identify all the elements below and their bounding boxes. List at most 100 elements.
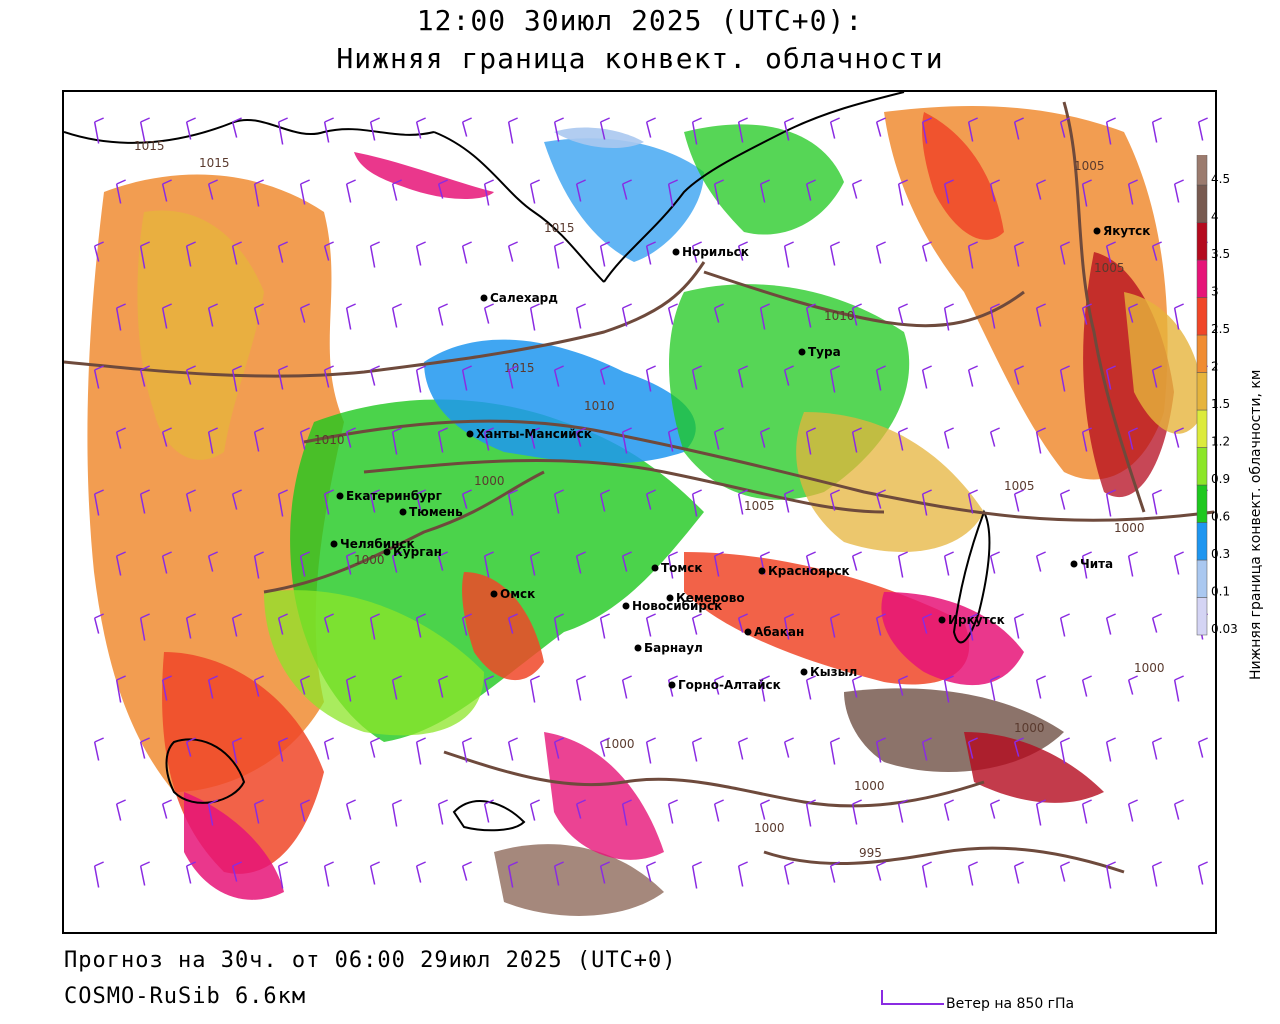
wind-barb xyxy=(345,551,356,575)
wind-barb xyxy=(207,427,218,454)
wind-barb xyxy=(1127,427,1138,450)
wind-barb xyxy=(529,179,540,204)
wind-barb xyxy=(529,799,540,821)
city-marker xyxy=(336,492,344,500)
wind-barb xyxy=(943,799,954,821)
wind-barb xyxy=(185,241,196,267)
wind-barb xyxy=(1059,117,1070,138)
wind-barb xyxy=(875,241,886,264)
wind-barb xyxy=(713,551,724,577)
isobar-label: 1000 xyxy=(854,779,885,793)
wind-barb xyxy=(575,303,586,329)
wind-barb xyxy=(737,489,748,515)
isobar-east xyxy=(1062,101,1146,513)
city-marker xyxy=(744,628,752,636)
isobar-label: 1000 xyxy=(1134,661,1165,675)
wind-barb xyxy=(621,799,632,826)
wind-barb xyxy=(415,737,426,765)
wind-barb xyxy=(1151,365,1162,388)
legend-swatch xyxy=(1196,259,1208,298)
city-marker xyxy=(490,590,498,598)
wind-barb xyxy=(345,675,356,702)
city-label: Горно-Алтайск xyxy=(678,678,781,692)
isobar-1005 xyxy=(303,419,1215,522)
wind-barb xyxy=(805,675,816,700)
wind-barb xyxy=(483,427,494,451)
wind-barb xyxy=(897,303,908,324)
wind-barb xyxy=(783,241,794,268)
isobar-label: 1015 xyxy=(134,139,165,153)
wind-barb xyxy=(437,799,448,825)
wind-barb xyxy=(805,551,816,573)
legend-level-label: 0.3 xyxy=(1211,547,1230,561)
legend-swatch xyxy=(1196,447,1208,486)
wind-barb xyxy=(507,117,518,144)
isobar-995 xyxy=(763,846,1125,874)
wind-barb xyxy=(391,179,402,201)
city-marker xyxy=(938,616,946,624)
wind-barb xyxy=(139,861,150,886)
wind-barb xyxy=(805,303,816,328)
wind-barb xyxy=(461,365,472,391)
isobar-label: 1010 xyxy=(824,309,855,323)
isobar-label: 1000 xyxy=(754,821,785,835)
wind-barb xyxy=(207,179,218,200)
wind-barb xyxy=(875,489,886,509)
wind-barb xyxy=(1081,427,1092,452)
wind-barb xyxy=(897,427,908,451)
wind-barb xyxy=(1151,489,1162,515)
wind-barb xyxy=(161,179,172,202)
isobar-label: 1000 xyxy=(1014,721,1045,735)
wind-barb xyxy=(851,427,862,453)
wind-barb xyxy=(1081,551,1092,579)
wind-barb xyxy=(93,241,104,262)
wind-barb xyxy=(253,799,264,824)
wind-barb xyxy=(691,489,702,517)
wind-barb xyxy=(875,117,886,137)
wind-barb xyxy=(553,489,564,514)
wind-barb xyxy=(1013,365,1024,385)
wind-barb xyxy=(345,179,356,203)
legend-level-label: 0.9 xyxy=(1211,472,1230,486)
legend-title: Нижняя граница конвект. облачности, км xyxy=(1248,370,1264,680)
wind-barb xyxy=(93,737,104,761)
wind-barb xyxy=(369,737,380,758)
isobar-label: 1015 xyxy=(199,156,230,170)
wind-barb xyxy=(415,241,426,266)
wind-barb xyxy=(507,861,518,888)
wind-barb xyxy=(967,613,978,641)
wind-barb xyxy=(369,613,380,640)
wind-barb xyxy=(253,179,264,207)
wind-barb xyxy=(851,303,862,326)
wind-barb xyxy=(139,365,150,387)
wind-barb xyxy=(323,613,334,633)
city-label: Курган xyxy=(393,545,442,559)
field-yellow-east xyxy=(796,412,984,552)
wind-barb xyxy=(277,737,288,762)
wind-barb xyxy=(989,675,1000,701)
wind-barb xyxy=(415,861,426,883)
wind-barb xyxy=(1197,737,1208,758)
wind-barb xyxy=(231,613,242,637)
wind-barb xyxy=(599,613,610,639)
wind-barb xyxy=(553,365,564,387)
wind-barb xyxy=(829,861,840,883)
legend-swatch xyxy=(1196,222,1208,261)
wind-barb xyxy=(323,861,334,887)
wind-barb xyxy=(875,365,886,391)
wind-barb xyxy=(1151,737,1162,760)
wind-barb xyxy=(897,551,908,578)
wind-barb xyxy=(1013,489,1024,512)
wind-barb xyxy=(829,613,840,638)
wind-barb xyxy=(1151,613,1162,633)
wind-barb xyxy=(93,117,104,144)
wind-barb xyxy=(1035,675,1046,699)
wind-barb xyxy=(115,179,126,204)
wind-barb xyxy=(461,241,472,264)
wind-barb xyxy=(185,365,196,385)
wind-barb xyxy=(207,551,218,572)
legend-swatch xyxy=(1196,484,1208,523)
wind-barb xyxy=(805,799,816,827)
wind-barb xyxy=(967,489,978,514)
wind-barb xyxy=(1127,551,1138,577)
